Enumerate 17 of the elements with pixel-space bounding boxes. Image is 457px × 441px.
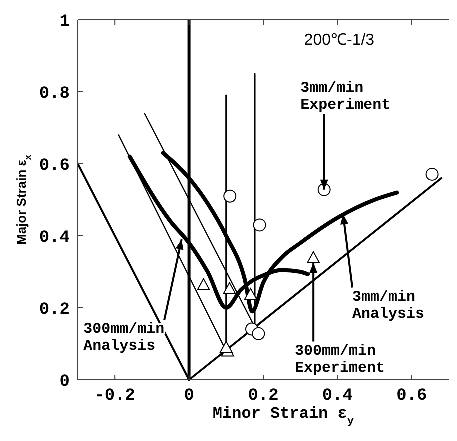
x-axis-title: Minor Strain ε$_{y}$	[212, 405, 354, 428]
annotation: 300mm/min Experiment	[295, 342, 386, 377]
annotation: 3mm/min Analysis	[352, 288, 425, 323]
y-tick-label: 0.8	[39, 85, 70, 104]
x-tick-label: 0.6	[396, 387, 428, 406]
y-tick-label: 0	[60, 373, 70, 392]
text: 200℃-1/3	[304, 32, 375, 50]
x-tick-label: 0.2	[248, 387, 279, 406]
annotation: 3mm/min Experiment	[300, 80, 391, 114]
y-tick-label: 0.4	[39, 229, 70, 248]
x-tick-label: 0	[184, 387, 194, 406]
x-tick-label: -0.2	[94, 387, 136, 406]
y-tick-label: 0.6	[39, 157, 70, 176]
y-tick-label: 1	[60, 13, 70, 32]
y-tick-label: 0.2	[39, 301, 70, 320]
annotation: 300mm/min Analysis	[84, 321, 165, 356]
x-tick-label: 0.4	[322, 387, 354, 406]
